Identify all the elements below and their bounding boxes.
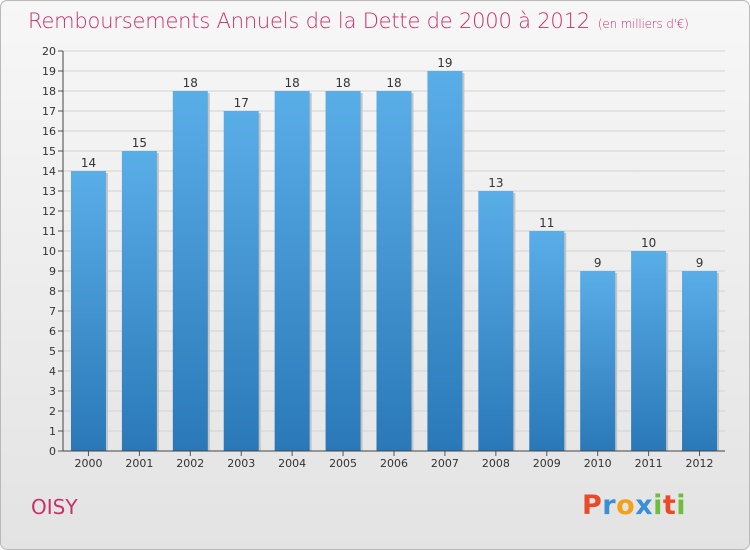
logo-letter: r [602,490,617,521]
y-tick-label: 16 [42,125,56,138]
bar-2003 [223,111,259,451]
x-tick-label: 2003 [227,457,255,470]
data-label: 14 [81,156,96,170]
y-tick-label: 20 [42,45,56,58]
x-tick-label: 2006 [380,457,408,470]
data-label: 19 [437,56,452,70]
commune-name: OISY [31,495,78,519]
logo-letter: x [635,490,654,521]
logo-letter: P [582,490,603,521]
y-tick-label: 15 [42,145,56,158]
data-label: 18 [183,76,198,90]
data-label: 18 [386,76,401,90]
y-tick-label: 2 [49,405,56,418]
y-tick-label: 10 [42,245,56,258]
bar-2004 [274,91,310,451]
x-axis: 2000 2001 2002 2003 2004 2005 2006 2007 2008 2009… [63,450,725,470]
x-tick-label: 2000 [74,457,102,470]
bar-2002 [172,91,208,451]
y-tick-label: 6 [49,325,56,338]
x-tick-label: 2002 [176,457,204,470]
bar-2006 [376,91,412,451]
data-label: 17 [234,96,249,110]
y-tick-label: 19 [42,65,56,78]
data-label: 18 [285,76,300,90]
bar-2001 [121,151,157,451]
bar-2011 [631,251,667,451]
chart-unit: (en milliers d'€) [597,17,689,31]
y-tick-label: 8 [49,285,56,298]
data-label: 15 [132,136,147,150]
data-label: 18 [335,76,350,90]
logo-letter: t [662,490,677,521]
y-tick-label: 14 [42,165,56,178]
y-tick-label: 0 [49,445,56,458]
y-tick-label: 3 [49,385,56,398]
proxiti-logo[interactable]: Proxiti [582,490,686,521]
data-label: 13 [488,176,503,190]
chart-title: Remboursements Annuels de la Dette de 20… [28,9,689,33]
y-tick-label: 9 [49,265,56,278]
chart-title-text: Remboursements Annuels de la Dette de 20… [28,9,590,33]
bar-2008 [478,191,514,451]
bars: 14 15 18 17 18 18 18 19 13 11 9 10 9 [70,56,720,451]
logo-letter: i [676,490,687,521]
x-tick-label: 2004 [278,457,306,470]
bar-2010 [580,271,616,451]
x-tick-label: 2005 [329,457,357,470]
bar-2012 [682,271,718,451]
x-tick-label: 2012 [686,457,714,470]
y-tick-label: 1 [49,425,56,438]
x-tick-label: 2010 [584,457,612,470]
x-tick-label: 2008 [482,457,510,470]
y-tick-label: 4 [49,365,56,378]
y-tick-label: 7 [49,305,56,318]
y-tick-label: 5 [49,345,56,358]
bar-2005 [325,91,361,451]
logo-letter: o [616,490,636,521]
logo-letter: i [653,490,663,521]
y-tick-label: 11 [42,225,56,238]
bar-2000 [70,171,106,451]
y-tick-label: 18 [42,85,56,98]
x-tick-label: 2011 [635,457,663,470]
data-label: 9 [594,256,602,270]
bar-2007 [427,71,463,451]
data-label: 11 [539,216,554,230]
y-tick-label: 13 [42,185,56,198]
bar-2009 [529,231,565,451]
x-tick-label: 2001 [125,457,153,470]
data-label: 9 [696,256,704,270]
y-tick-label: 12 [42,205,56,218]
x-tick-label: 2009 [533,457,561,470]
y-tick-label: 17 [42,105,56,118]
x-tick-label: 2007 [431,457,459,470]
data-label: 10 [641,236,656,250]
